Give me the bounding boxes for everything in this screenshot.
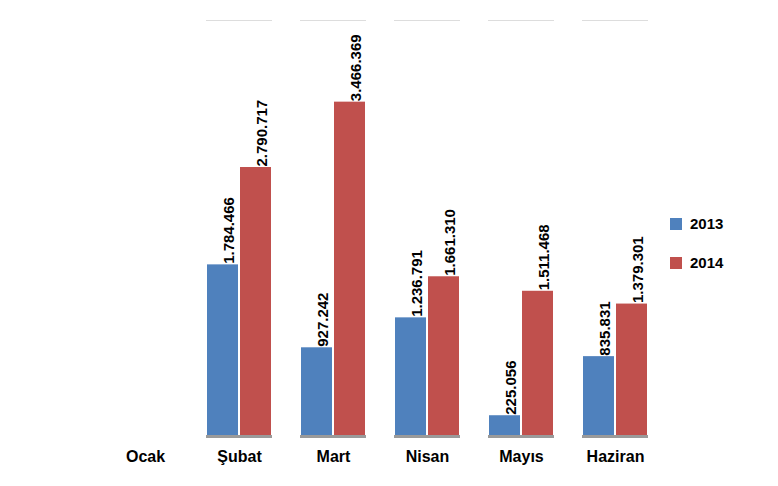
svg-text:Mayıs: Mayıs <box>499 448 544 465</box>
svg-text:Ocak: Ocak <box>126 448 165 465</box>
svg-text:3.466.369: 3.466.369 <box>347 34 364 101</box>
html-text:2013: 2013 <box>690 215 724 232</box>
svg-text:1.379.301: 1.379.301 <box>629 236 646 303</box>
svg-text:927.242: 927.242 <box>314 293 331 347</box>
svg-text:225.056: 225.056 <box>502 360 519 414</box>
svg-text:Mart: Mart <box>317 448 351 465</box>
html-text:2014: 2014 <box>690 254 724 271</box>
svg-text:1.236.791: 1.236.791 <box>408 250 425 317</box>
svg-text:Haziran: Haziran <box>587 448 645 465</box>
svg-text:Şubat: Şubat <box>217 448 262 465</box>
svg-text:835.831: 835.831 <box>596 301 613 355</box>
svg-text:2.790.717: 2.790.717 <box>253 100 270 167</box>
svg-text:1.511.468: 1.511.468 <box>535 224 552 290</box>
svg-text:Nisan: Nisan <box>406 448 450 465</box>
svg-text:1.661.310: 1.661.310 <box>441 209 458 276</box>
svg-text:1.784.466: 1.784.466 <box>220 197 237 264</box>
